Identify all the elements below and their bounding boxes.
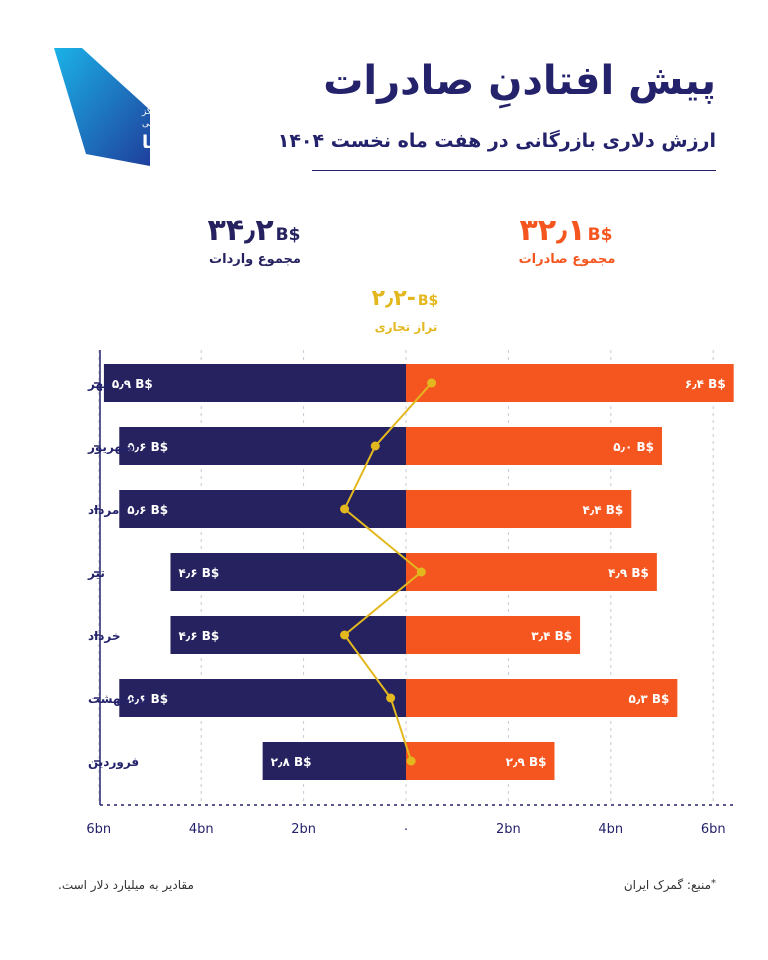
balance-point-6 [406,756,416,766]
title-divider [312,170,716,171]
balance-point-3 [416,567,426,577]
bar-imports-1 [119,427,406,465]
logo-shape [54,48,150,166]
imports-total-value: ۳۴٫۲ [207,213,274,248]
bar-exports-0 [406,364,734,402]
label-imports-4: ۴٫۶ B$ [178,629,219,643]
balance-point-0 [427,378,437,388]
balance-point-1 [370,441,380,451]
label-exports-4: ۳٫۴ B$ [531,629,572,643]
balance-point-2 [340,504,350,514]
category-label-1: شهریور [87,440,134,455]
bar-imports-5 [119,679,406,717]
bar-imports-6 [262,742,406,780]
label-exports-6: ۲٫۹ B$ [506,755,547,769]
bar-exports-1 [406,427,662,465]
label-imports-2: ۵٫۶ B$ [127,503,168,517]
tick-label-4: 2bn [496,822,521,837]
bar-imports-0 [103,364,407,402]
imports-total: ۳۴٫۲ B$ مجموع واردات [180,213,330,268]
category-label-3: تیر [87,566,105,580]
bar-exports-2 [406,490,632,528]
tick-label-3: ۰ [403,822,410,837]
tick-label-6: 6bn [701,822,726,837]
page-title: پیش افتادنِ صادرات [323,58,716,104]
label-exports-2: ۴٫۴ B$ [582,503,623,517]
tick-label-2: 2bn [291,822,316,837]
trade-balance-label: تراز تجاری [374,320,438,334]
source-text: منبع: گمرک ایران [623,878,711,892]
imports-total-label: مجموع واردات [209,252,301,267]
label-exports-1: ۵٫۰ B$ [613,440,654,454]
label-exports-3: ۴٫۹ B$ [608,566,649,580]
exports-total-unit: B$ [587,225,613,245]
source-note: *منبع: گمرک ایران [624,878,716,892]
exports-total: ۳۲٫۱ B$ مجموع صادرات [492,213,642,268]
unit-note: مقادیر به میلیارد دلار است. [58,878,194,892]
exports-total-label: مجموع صادرات [518,252,616,267]
zarfa-logo: مرکز داده‌پژوهی زَرفا [52,48,181,172]
category-label-4: خرداد [88,629,121,643]
logo-line1: مرکز [141,107,152,117]
page-subtitle: ارزش دلاری بازرگانی در هفت ماه نخست ۱۴۰۴ [277,130,716,152]
label-imports-6: ۲٫۸ B$ [271,755,312,769]
trade-balance-value: ۲٫۲- [371,286,416,311]
bar-exports-5 [406,679,678,717]
label-imports-1: ۵٫۶ B$ [127,440,168,454]
bar-imports-3 [170,553,406,591]
category-label-5: اردیبهشت [88,692,147,706]
label-imports-5: ۵٫۶ B$ [127,692,168,706]
logo-name: زَرفا [142,132,152,153]
bar-imports-2 [119,490,406,528]
balance-point-4 [340,630,350,640]
category-label-0: مهر [87,377,111,391]
label-imports-3: ۴٫۶ B$ [178,566,219,580]
source-mark: * [711,878,716,889]
balance-point-5 [386,693,396,703]
tick-label-0: 6bn [86,822,111,837]
label-exports-0: ۶٫۴ B$ [685,377,726,391]
label-exports-5: ۵٫۳ B$ [629,692,670,706]
bar-exports-6 [406,742,555,780]
bar-exports-4 [406,616,581,654]
category-label-6: فروردین [88,755,139,770]
exports-total-value: ۳۲٫۱ [519,213,586,248]
logo-line2: داده‌پژوهی [142,119,152,129]
tick-label-1: 4bn [189,822,214,837]
tick-label-5: 4bn [598,822,623,837]
category-label-2: مرداد [88,503,119,517]
trade-balance-unit: B$ [417,293,439,309]
bar-exports-3 [406,553,657,591]
label-imports-0: ۵٫۹ B$ [112,377,153,391]
imports-total-unit: B$ [275,225,301,245]
trade-balance: ۲٫۲- B$ تراز تجاری [336,282,476,334]
bar-imports-4 [170,616,406,654]
